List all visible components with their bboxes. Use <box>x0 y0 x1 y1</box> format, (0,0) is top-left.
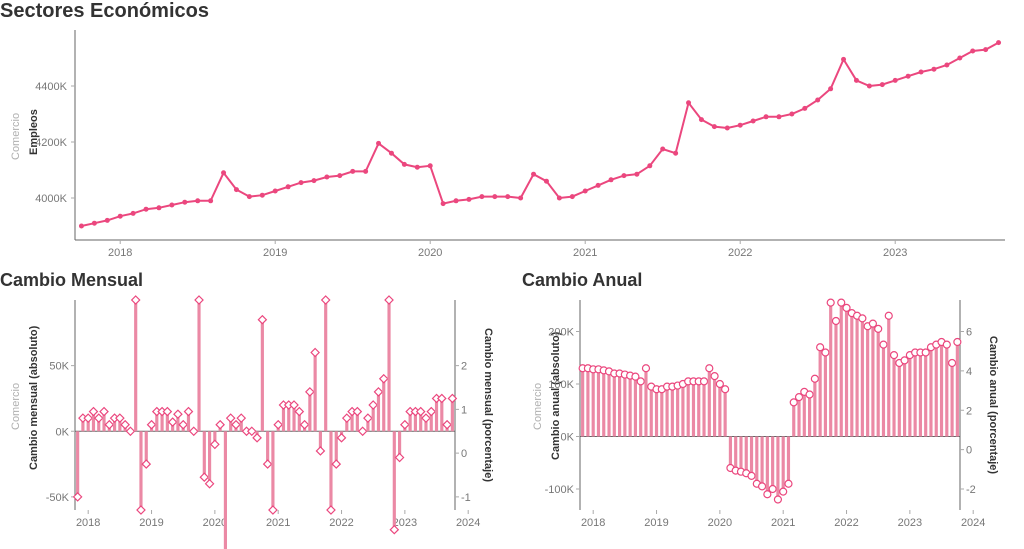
page-title-top: Sectores Económicos <box>0 0 209 23</box>
svg-text:2021: 2021 <box>266 517 290 529</box>
svg-text:2020: 2020 <box>418 247 442 259</box>
svg-text:2018: 2018 <box>581 517 605 529</box>
svg-text:0: 0 <box>461 448 467 460</box>
svg-text:2: 2 <box>461 361 467 373</box>
sector-label-monthly: Comercio <box>10 383 22 430</box>
svg-text:6: 6 <box>966 327 972 339</box>
svg-text:4000K: 4000K <box>35 193 67 205</box>
svg-text:2023: 2023 <box>883 247 907 259</box>
ylabel-monthly-left: Cambio mensual (absoluto) <box>28 326 40 470</box>
svg-text:2: 2 <box>966 405 972 417</box>
svg-text:2019: 2019 <box>644 517 668 529</box>
annual-chart: -100K0K100K200K-202462018201920202021202… <box>580 300 960 545</box>
svg-text:200K: 200K <box>548 327 574 339</box>
svg-text:4: 4 <box>966 366 972 378</box>
line-chart: 4000K4200K4400K201820192020202120222023 <box>75 30 1005 275</box>
monthly-chart: -50K0K50K-101220182019202020212022202320… <box>75 300 455 545</box>
sector-label-top: Comercio <box>10 113 22 160</box>
sector-label-annual: Comercio <box>532 383 544 430</box>
svg-text:-1: -1 <box>461 492 471 504</box>
svg-text:2022: 2022 <box>728 247 752 259</box>
svg-text:0: 0 <box>966 445 972 457</box>
ylabel-monthly-right: Cambio mensual (porcentaje) <box>482 328 494 482</box>
svg-text:2024: 2024 <box>961 517 985 529</box>
svg-text:2022: 2022 <box>834 517 858 529</box>
svg-text:2019: 2019 <box>263 247 287 259</box>
svg-text:2018: 2018 <box>76 517 100 529</box>
svg-text:-2: -2 <box>966 484 976 496</box>
svg-text:-100K: -100K <box>545 484 575 496</box>
svg-text:100K: 100K <box>548 379 574 391</box>
svg-text:4400K: 4400K <box>35 81 67 93</box>
svg-text:2023: 2023 <box>898 517 922 529</box>
svg-text:2021: 2021 <box>573 247 597 259</box>
svg-text:2021: 2021 <box>771 517 795 529</box>
svg-text:0K: 0K <box>56 426 70 438</box>
svg-text:2020: 2020 <box>203 517 227 529</box>
svg-text:0K: 0K <box>561 432 575 444</box>
svg-text:50K: 50K <box>49 361 69 373</box>
svg-text:2022: 2022 <box>329 517 353 529</box>
svg-text:2024: 2024 <box>456 517 480 529</box>
ylabel-annual-right: Cambio anual (porcentaje) <box>987 336 999 474</box>
svg-text:2020: 2020 <box>708 517 732 529</box>
svg-text:2018: 2018 <box>108 247 132 259</box>
svg-text:4200K: 4200K <box>35 137 67 149</box>
svg-text:2019: 2019 <box>139 517 163 529</box>
svg-text:1: 1 <box>461 404 467 416</box>
svg-text:-50K: -50K <box>46 492 70 504</box>
